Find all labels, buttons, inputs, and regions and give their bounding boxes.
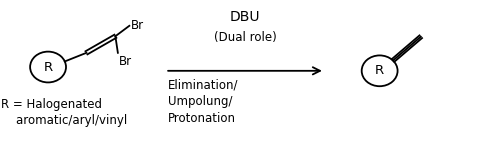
Text: (Dual role): (Dual role) [214, 31, 276, 44]
Text: R: R [44, 61, 52, 74]
Text: Elimination/
Umpolung/
Protonation: Elimination/ Umpolung/ Protonation [168, 79, 238, 125]
Text: DBU: DBU [230, 10, 260, 24]
Text: R: R [375, 64, 384, 77]
Text: Br: Br [131, 19, 144, 32]
Text: Br: Br [120, 55, 132, 68]
Text: R = Halogenated
    aromatic/aryl/vinyl: R = Halogenated aromatic/aryl/vinyl [0, 98, 127, 127]
